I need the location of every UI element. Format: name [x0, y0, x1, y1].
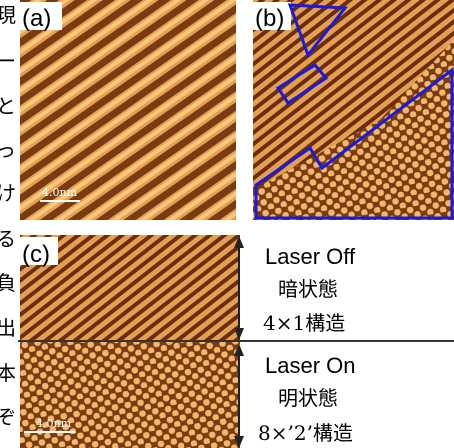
panel-label: (a) [22, 5, 51, 32]
scale-label: 4.0nm [42, 186, 78, 199]
panel-label: (c) [22, 241, 50, 268]
state-name: Laser Off [265, 244, 356, 269]
state-label: 明状態 [278, 386, 338, 410]
margin-char: け [0, 181, 16, 205]
margin-char: 負 [0, 271, 16, 295]
margin-char: 本 [0, 361, 16, 385]
margin-char: 現 [0, 3, 16, 27]
margin-char: ぞ [0, 405, 16, 429]
margin-char: っ [0, 138, 16, 162]
margin-char: と [0, 94, 16, 118]
state-name: Laser On [265, 353, 356, 378]
margin-char: る [0, 227, 16, 251]
structure-label: 8×’2’構造 [258, 421, 353, 445]
structure-label: 4×1構造 [263, 311, 345, 335]
figure: 現 ー と っ け る 負 出 本 ぞ (a) 4.0nm (b) (c) 4.… [0, 0, 454, 448]
margin-text: 現 ー と っ け る 負 出 本 ぞ [0, 3, 16, 429]
margin-char: ー [0, 49, 16, 73]
panel-label: (b) [255, 5, 284, 32]
state-label: 暗状態 [278, 277, 338, 301]
margin-char: 出 [0, 316, 16, 340]
scale-label: 4.0nm [36, 417, 72, 430]
